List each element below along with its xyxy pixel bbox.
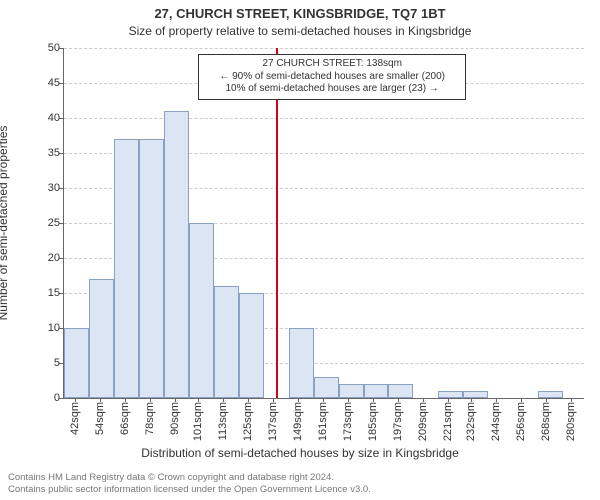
- y-axis-label: Number of semi-detached properties: [0, 126, 10, 321]
- histogram-bar: [164, 111, 189, 398]
- histogram-bar: [289, 328, 314, 398]
- x-tick-label: 125sqm: [242, 402, 254, 441]
- x-tick-label: 149sqm: [292, 402, 304, 441]
- y-tick-label: 45: [30, 77, 60, 89]
- x-tick-label: 42sqm: [69, 402, 81, 435]
- y-tick-label: 10: [30, 322, 60, 334]
- histogram-bar: [538, 391, 563, 398]
- y-tick-label: 20: [30, 252, 60, 264]
- y-tick-label: 30: [30, 182, 60, 194]
- y-tick-label: 25: [30, 217, 60, 229]
- x-tick-label: 268sqm: [540, 402, 552, 441]
- x-tick-label: 185sqm: [367, 402, 379, 441]
- attribution-line2: Contains public sector information licen…: [8, 484, 371, 496]
- y-tick-label: 35: [30, 147, 60, 159]
- x-tick-label: 244sqm: [490, 402, 502, 441]
- histogram-bar: [463, 391, 488, 398]
- x-tick-label: 90sqm: [169, 402, 181, 435]
- attribution-line1: Contains HM Land Registry data © Crown c…: [8, 472, 371, 484]
- y-tick-label: 50: [30, 42, 60, 54]
- x-tick-label: 280sqm: [565, 402, 577, 441]
- histogram-bar: [388, 384, 413, 398]
- gridline: [64, 48, 584, 49]
- y-tick-label: 40: [30, 112, 60, 124]
- attribution-text: Contains HM Land Registry data © Crown c…: [8, 472, 371, 496]
- y-tick-label: 15: [30, 287, 60, 299]
- histogram-bar: [214, 286, 239, 398]
- histogram-bar: [89, 279, 114, 398]
- x-tick-label: 173sqm: [342, 402, 354, 441]
- x-tick-label: 78sqm: [144, 402, 156, 435]
- x-tick-label: 54sqm: [94, 402, 106, 435]
- gridline: [64, 118, 584, 119]
- y-tick-label: 5: [30, 357, 60, 369]
- chart-subtitle: Size of property relative to semi-detach…: [0, 24, 600, 38]
- histogram-bar: [438, 391, 463, 398]
- y-tick-label: 0: [30, 392, 60, 404]
- x-tick-label: 232sqm: [465, 402, 477, 441]
- histogram-bar: [64, 328, 89, 398]
- annotation-line2: ← 90% of semi-detached houses are smalle…: [205, 71, 459, 84]
- x-tick-label: 221sqm: [442, 402, 454, 441]
- property-marker-line: [276, 48, 278, 398]
- histogram-bar: [339, 384, 364, 398]
- histogram-bar: [114, 139, 139, 398]
- chart-title: 27, CHURCH STREET, KINGSBRIDGE, TQ7 1BT: [0, 6, 600, 21]
- plot-area: [63, 48, 584, 399]
- x-tick-label: 137sqm: [267, 402, 279, 441]
- x-tick-label: 66sqm: [119, 402, 131, 435]
- x-tick-label: 113sqm: [217, 402, 229, 440]
- annotation-box: 27 CHURCH STREET: 138sqm← 90% of semi-de…: [198, 54, 466, 100]
- chart-canvas: 27, CHURCH STREET, KINGSBRIDGE, TQ7 1BT …: [0, 0, 600, 500]
- histogram-bar: [239, 293, 264, 398]
- histogram-bar: [314, 377, 339, 398]
- annotation-line3: 10% of semi-detached houses are larger (…: [205, 83, 459, 96]
- x-tick-label: 101sqm: [192, 402, 204, 441]
- x-tick-label: 209sqm: [417, 402, 429, 441]
- histogram-bar: [364, 384, 389, 398]
- x-tick-label: 197sqm: [392, 402, 404, 441]
- histogram-bar: [189, 223, 214, 398]
- annotation-line1: 27 CHURCH STREET: 138sqm: [205, 58, 459, 71]
- histogram-bar: [139, 139, 164, 398]
- x-axis-label: Distribution of semi-detached houses by …: [0, 446, 600, 460]
- x-tick-label: 161sqm: [317, 402, 329, 441]
- x-tick-label: 256sqm: [515, 402, 527, 441]
